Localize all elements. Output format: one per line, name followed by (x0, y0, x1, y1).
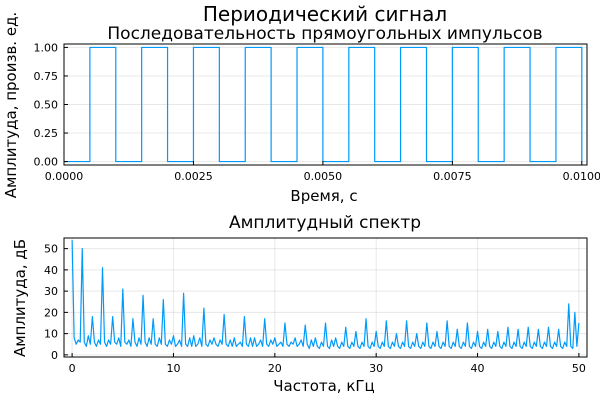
signal-x-label: Время, с (290, 187, 357, 205)
spectrum-y-label: Амплитуда, дБ (11, 239, 29, 357)
spectrum-y-tick-label: 30 (44, 285, 58, 298)
spectrum-plot-title: Амплитудный спектр (229, 213, 421, 233)
signal-series (64, 46, 583, 163)
spectrum-grid (64, 238, 587, 357)
spectrum-x-tick-label: 10 (166, 362, 180, 375)
signal-y-tick-label: 0.00 (34, 156, 59, 169)
spectrum-line (71, 240, 580, 350)
spectrum-series (71, 240, 580, 350)
spectrum-y-tick-label: 40 (44, 264, 58, 277)
spectrum-x-tick-label: 50 (572, 362, 586, 375)
spectrum-x-ticks: 0 10 20 30 40 50 (69, 353, 586, 375)
signal-grid (63, 44, 587, 165)
spectrum-y-tick-label: 50 (44, 243, 58, 256)
signal-plot-title: Последовательность прямоугольных импульс… (107, 24, 542, 44)
signal-y-tick-label: 0.75 (34, 70, 59, 83)
spectrum-y-ticks: 0 10 20 30 40 50 (44, 243, 68, 362)
signal-line (64, 46, 583, 163)
spectrum-x-tick-label: 0 (69, 362, 76, 375)
spectrum-x-tick-label: 20 (268, 362, 282, 375)
signal-x-tick-label: 0.0000 (45, 170, 84, 183)
signal-x-tick-label: 0.0025 (174, 170, 213, 183)
signal-x-tick-label: 0.0100 (563, 170, 600, 183)
signal-y-tick-label: 0.50 (34, 99, 59, 112)
signal-x-tick-label: 0.0050 (304, 170, 343, 183)
spectrum-y-tick-label: 20 (44, 306, 58, 319)
spectrum-y-tick-label: 0 (51, 349, 58, 362)
signal-y-tick-label: 0.25 (34, 127, 59, 140)
spectrum-plot: Амплитудный спектр 0 10 20 30 40 50 0 10 20 30 40… (11, 213, 588, 395)
signal-plot: Последовательность прямоугольных импульс… (2, 12, 600, 205)
signal-y-ticks: 0.00 0.25 0.50 0.75 1.00 (34, 41, 68, 169)
figure-title: Периодический сигнал (203, 2, 447, 26)
signal-x-ticks: 0.0000 0.0025 0.0050 0.0075 0.0100 (45, 161, 600, 183)
spectrum-x-tick-label: 30 (369, 362, 383, 375)
spectrum-x-label: Частота, кГц (273, 377, 375, 395)
signal-x-tick-label: 0.0075 (433, 170, 472, 183)
spectrum-y-tick-label: 10 (44, 328, 58, 341)
signal-axes-frame (63, 43, 588, 166)
spectrum-x-tick-label: 40 (471, 362, 485, 375)
signal-y-tick-label: 1.00 (34, 41, 59, 54)
signal-y-label: Амплитуда, произв. ед. (2, 12, 20, 198)
spectrum-axes-frame (63, 237, 588, 358)
